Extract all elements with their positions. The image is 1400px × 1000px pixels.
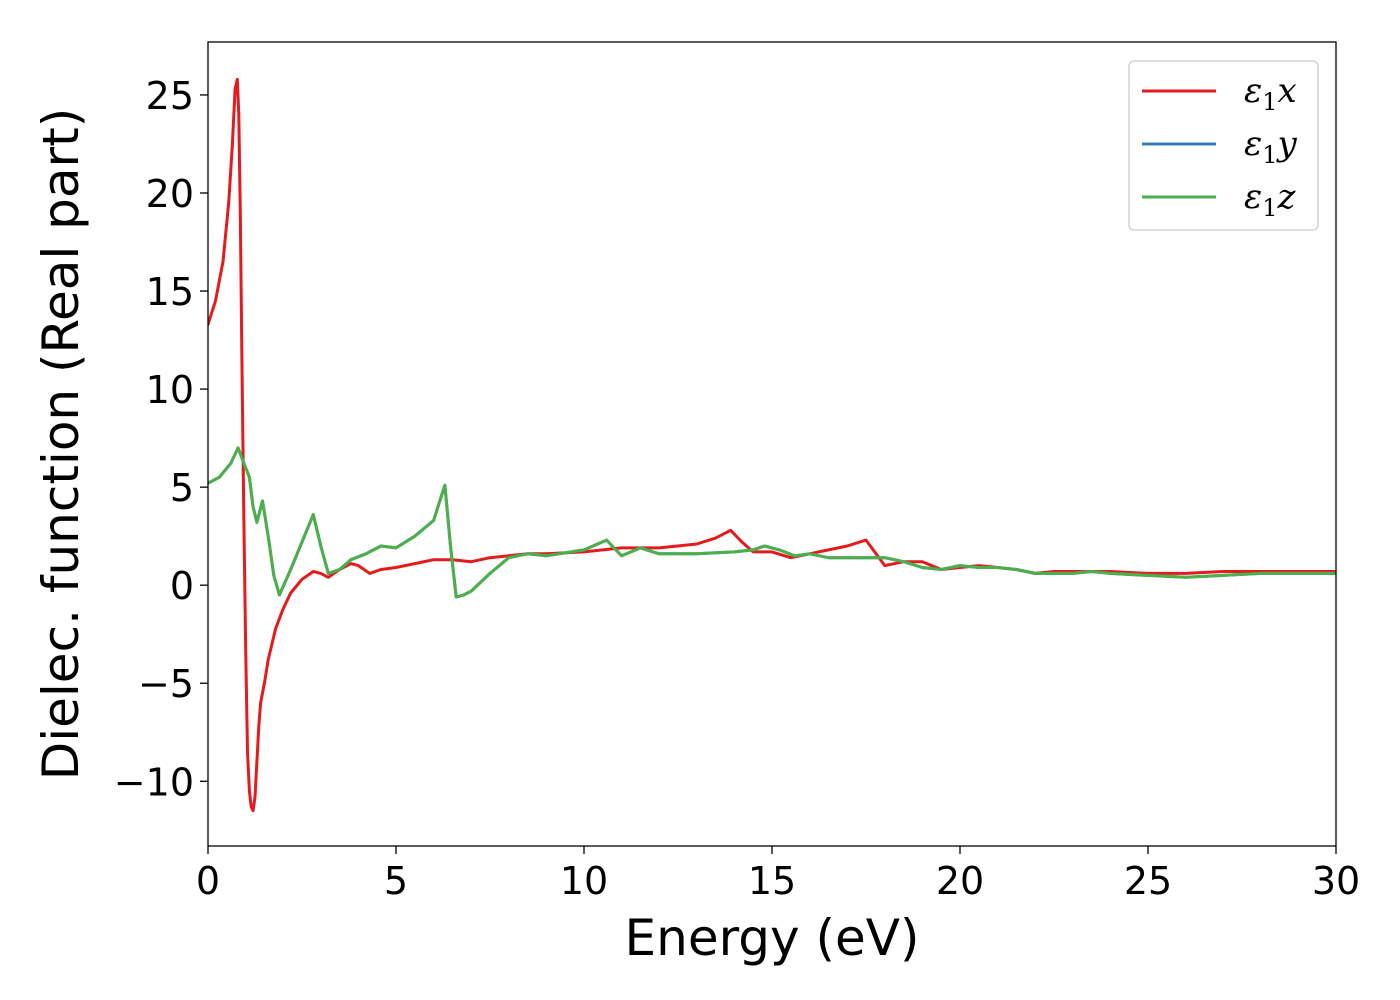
x-tick-label: 10 — [560, 859, 608, 903]
x-tick-label: 30 — [1312, 859, 1360, 903]
y-tick-label: 25 — [146, 74, 194, 118]
series-layer — [208, 77, 1336, 813]
legend-label-y: ε1y — [1244, 124, 1298, 169]
y-tick-label: 10 — [146, 368, 194, 412]
x-tick-label: 15 — [748, 859, 796, 903]
y-tick-label: 15 — [146, 270, 194, 314]
x-axis-label: Energy (eV) — [625, 909, 920, 967]
y-tick-label: 5 — [170, 466, 194, 510]
x-tick-label: 20 — [936, 859, 984, 903]
legend-item-x: ε1x — [1142, 71, 1297, 116]
legend-item-z: ε1z — [1142, 177, 1297, 222]
y-axis-ticks: −10 −5 0 5 10 15 20 25 — [114, 74, 208, 804]
y-tick-label: −10 — [114, 760, 194, 804]
x-tick-label: 0 — [196, 859, 220, 903]
legend-box — [1128, 60, 1319, 231]
x-tick-label: 25 — [1124, 859, 1172, 903]
y-tick-label: 20 — [146, 172, 194, 216]
legend-label-x: ε1x — [1244, 71, 1297, 116]
legend-label-z: ε1z — [1244, 177, 1297, 222]
y-tick-label: −5 — [138, 662, 194, 706]
legend-item-y: ε1y — [1142, 124, 1298, 169]
x-axis-ticks: 0 5 10 15 20 25 30 — [196, 846, 1360, 903]
x-tick-label: 5 — [384, 859, 408, 903]
y-axis-label: Dielec. function (Real part) — [32, 108, 90, 780]
legend-items: ε1x ε1y ε1z — [1142, 71, 1298, 222]
series-line-z — [208, 446, 1336, 599]
legend: ε1x ε1y ε1z — [1128, 60, 1319, 231]
y-tick-label: 0 — [170, 564, 194, 608]
